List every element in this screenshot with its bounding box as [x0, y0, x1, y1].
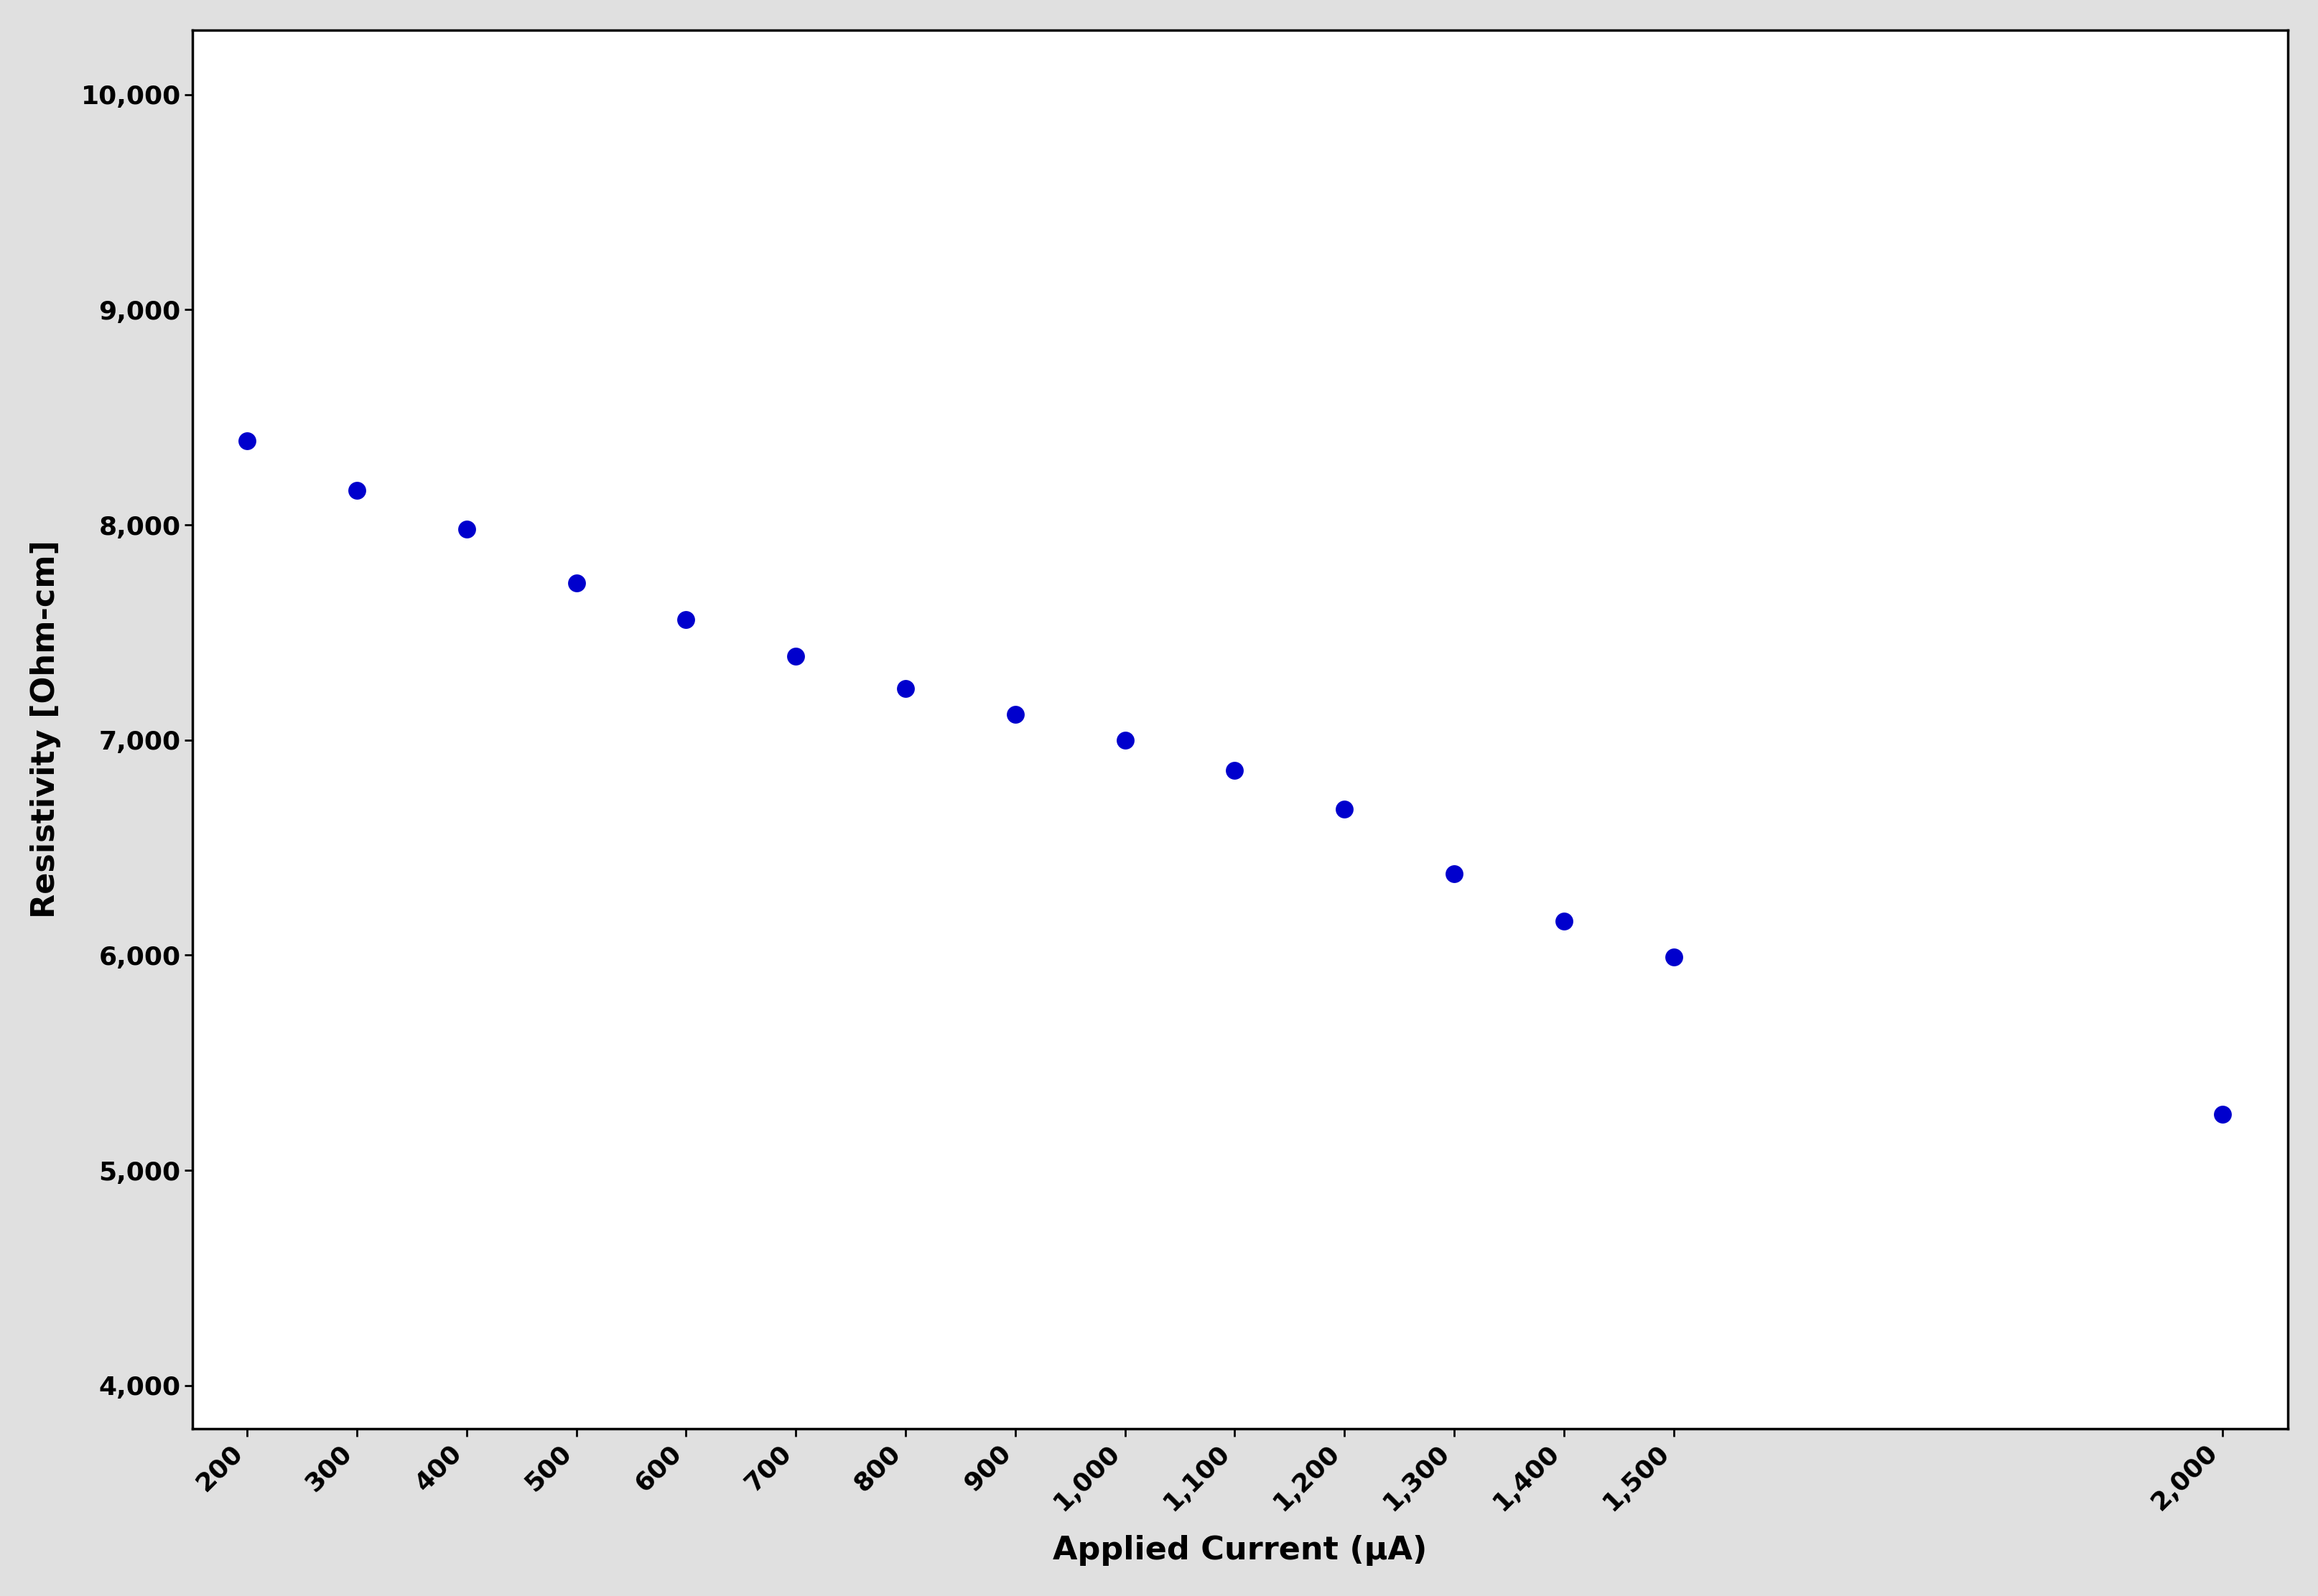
Point: [2204, 1101, 2242, 1127]
Point: [777, 643, 814, 669]
Point: [1106, 728, 1143, 753]
Point: [888, 675, 925, 701]
Point: [338, 477, 376, 503]
Point: [997, 701, 1034, 726]
X-axis label: Applied Current (μA): Applied Current (μA): [1052, 1535, 1428, 1566]
Point: [1546, 908, 1583, 934]
Point: [668, 606, 705, 632]
Point: [1217, 758, 1254, 784]
Y-axis label: Resistivity [Ohm-cm]: Resistivity [Ohm-cm]: [30, 539, 60, 918]
Point: [447, 517, 484, 543]
Point: [559, 570, 596, 595]
Point: [1655, 945, 1692, 970]
Point: [229, 428, 267, 453]
Point: [1326, 796, 1363, 822]
Point: [1435, 860, 1472, 886]
